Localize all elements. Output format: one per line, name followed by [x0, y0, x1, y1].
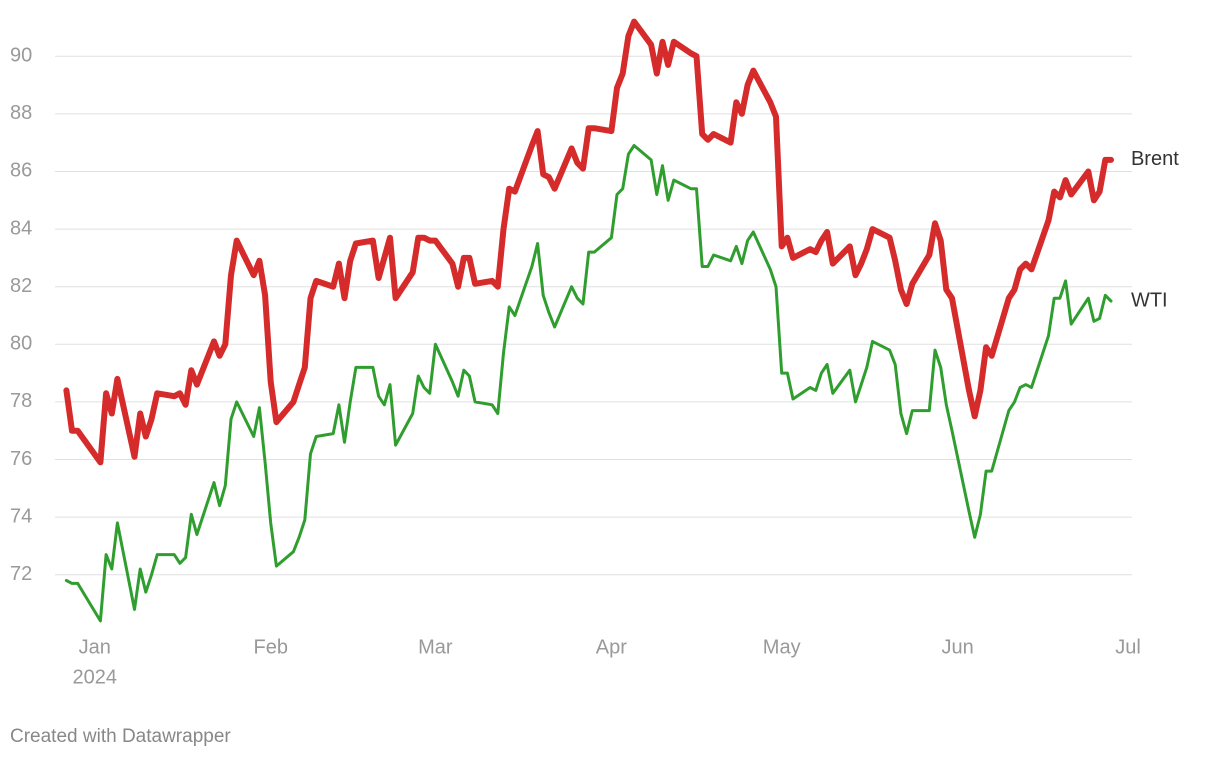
y-tick-label: 90	[10, 44, 32, 66]
x-tick-label: Apr	[596, 636, 627, 658]
y-tick-label: 74	[10, 505, 32, 527]
y-tick-label: 72	[10, 563, 32, 585]
x-tick-label: Feb	[254, 636, 288, 658]
y-tick-label: 84	[10, 217, 32, 239]
y-tick-label: 82	[10, 275, 32, 297]
y-tick-label: 88	[10, 102, 32, 124]
x-tick-label: May	[763, 636, 801, 658]
series-label: Brent	[1131, 148, 1179, 170]
x-tick-label: Mar	[418, 636, 453, 658]
series-line	[64, 144, 1113, 623]
x-tick-label: Jun	[942, 636, 974, 658]
y-tick-label: 86	[10, 160, 32, 182]
footer: Created with Datawrapper	[10, 726, 231, 747]
x-tick-label: Jul	[1115, 636, 1141, 658]
y-tick-label: 78	[10, 390, 32, 412]
y-tick-label: 76	[10, 448, 32, 470]
y-tick-label: 80	[10, 333, 32, 355]
x-tick-label: Jan	[79, 636, 111, 658]
x-tick-year: 2024	[72, 666, 117, 688]
series-label: WTI	[1131, 289, 1168, 311]
series-line	[63, 18, 1114, 466]
